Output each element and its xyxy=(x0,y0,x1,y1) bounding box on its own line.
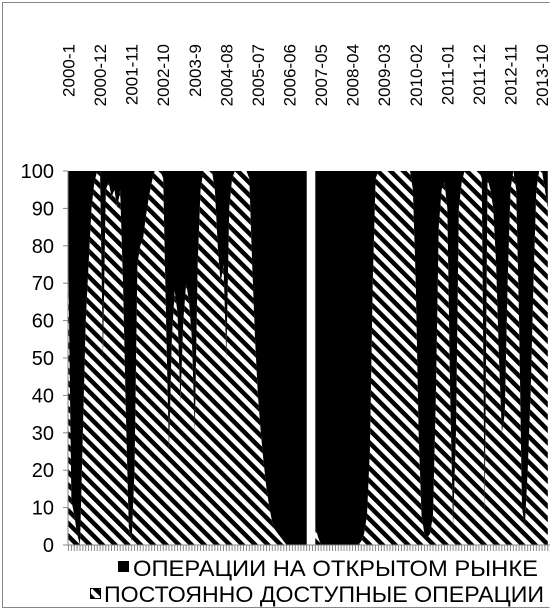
y-tick-label: 40 xyxy=(32,385,54,407)
y-tick-label: 50 xyxy=(32,348,54,370)
series-area-standing-facilities-segment-2 xyxy=(315,171,548,545)
legend-label-standing-facilities: ПОСТОЯННО ДОСТУПНЫЕ ОПЕРАЦИИ xyxy=(104,582,544,607)
series-area-open-market-operations-segment-2 xyxy=(315,171,548,545)
y-tick-label: 90 xyxy=(32,198,54,220)
x-tick-label: 2011-01 xyxy=(438,44,457,105)
y-tick-label: 80 xyxy=(32,236,54,258)
x-tick-label: 2000-12 xyxy=(91,44,110,106)
legend: ОПЕРАЦИИ НА ОТКРЫТОМ РЫНКЕ ПОСТОЯННО ДОС… xyxy=(90,556,544,607)
y-tick-label: 100 xyxy=(21,161,54,183)
x-axis-ticks xyxy=(68,545,549,551)
x-tick-label: 2004-08 xyxy=(217,44,236,106)
y-tick-label: 10 xyxy=(32,498,54,520)
y-tick-label: 20 xyxy=(32,460,54,482)
y-tick-label: 0 xyxy=(43,535,54,557)
series-area-standing-facilities-segment-1 xyxy=(68,171,307,545)
x-tick-label: 2013-10 xyxy=(533,44,550,106)
legend-item-open-market-operations: ОПЕРАЦИИ НА ОТКРЫТОМ РЫНКЕ xyxy=(118,556,538,581)
x-tick-label: 2002-10 xyxy=(154,44,173,106)
y-axis-labels: 0 10 20 30 40 50 60 70 80 90 100 xyxy=(21,161,54,557)
y-tick-label: 70 xyxy=(32,273,54,295)
x-tick-label: 2001-11 xyxy=(123,44,142,105)
legend-swatch-standing-facilities xyxy=(90,588,101,599)
x-tick-label: 2005-07 xyxy=(249,44,268,106)
x-tick-label: 2008-04 xyxy=(344,44,363,106)
y-tick-label: 30 xyxy=(32,423,54,445)
legend-item-standing-facilities: ПОСТОЯННО ДОСТУПНЫЕ ОПЕРАЦИИ xyxy=(90,582,544,607)
x-axis-labels: 2000-1 2000-12 2001-11 2002-10 2003-9 2004-08… xyxy=(60,44,550,106)
legend-swatch-open-market-operations xyxy=(118,561,129,572)
x-tick-label: 2012-11 xyxy=(501,44,520,105)
legend-label-open-market-operations: ОПЕРАЦИИ НА ОТКРЫТОМ РЫНКЕ xyxy=(133,556,538,581)
x-tick-label: 2007-05 xyxy=(312,44,331,106)
x-tick-label: 2009-03 xyxy=(375,44,394,106)
x-tick-label: 2006-06 xyxy=(280,44,299,106)
x-tick-label: 2011-12 xyxy=(470,44,489,105)
x-tick-label: 2000-1 xyxy=(60,44,79,97)
y-axis-ticks xyxy=(63,170,68,546)
x-tick-label: 2003-9 xyxy=(186,44,205,97)
x-tick-label: 2010-02 xyxy=(407,44,426,106)
plot-area xyxy=(68,171,548,545)
series-area-open-market-operations-segment-1 xyxy=(68,171,307,545)
y-tick-label: 60 xyxy=(32,311,54,333)
